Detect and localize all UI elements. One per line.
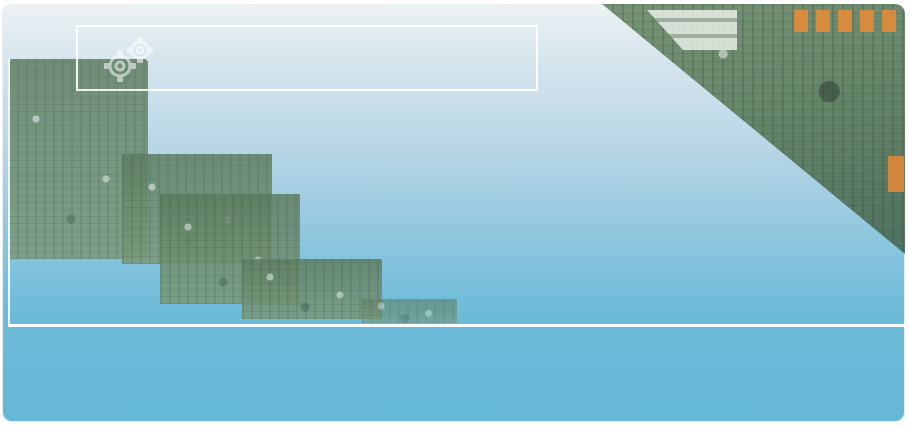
content-panel xyxy=(8,59,905,327)
title-box xyxy=(76,25,538,91)
orange-connectors xyxy=(794,10,904,32)
footer-area xyxy=(8,330,905,422)
circuit-board-image-step-3 xyxy=(242,259,382,319)
gears-icon xyxy=(104,37,153,82)
circuit-board-image-step-4 xyxy=(362,299,457,323)
orange-connector-side xyxy=(888,156,904,192)
banner-frame xyxy=(2,4,905,422)
